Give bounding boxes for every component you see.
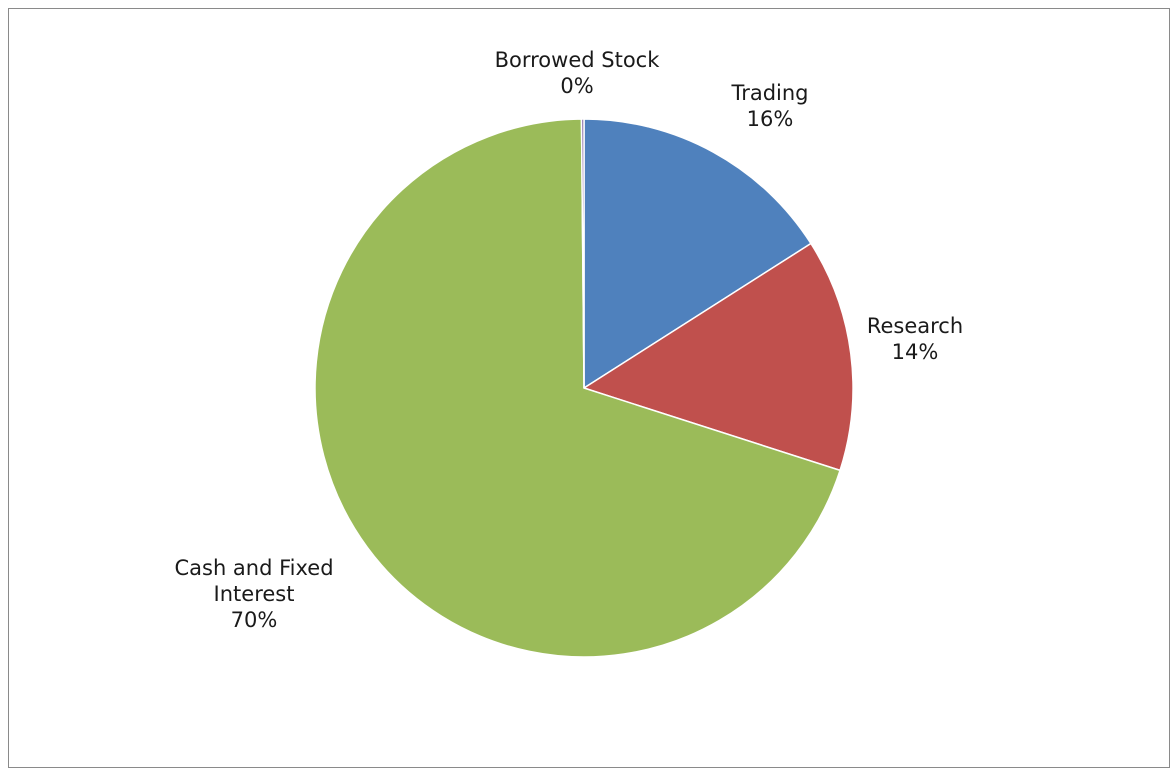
slice-cash-and-fixed-interest bbox=[314, 118, 841, 658]
data-label-line: 70% bbox=[231, 608, 278, 632]
data-label-cash-and-fixed-interest: Cash and Fixed Interest 70% bbox=[174, 556, 333, 632]
data-label-trading: Trading 16% bbox=[730, 81, 808, 131]
data-label-borrowed-stock: Borrowed Stock 0% bbox=[495, 48, 661, 98]
data-label-line: Cash and Fixed bbox=[174, 556, 333, 580]
data-label-research: Research 14% bbox=[867, 314, 963, 364]
data-label-line: 0% bbox=[560, 74, 593, 98]
slice-labels: Trading 16% Research 14% Cash and Fixed Inter… bbox=[174, 48, 963, 632]
slice-research bbox=[583, 242, 854, 472]
slice-borrowed-stock bbox=[580, 118, 585, 389]
slice-trading bbox=[583, 118, 812, 389]
data-label-line: 16% bbox=[747, 107, 794, 131]
pie-slices bbox=[314, 118, 854, 658]
data-label-line: Interest bbox=[214, 582, 295, 606]
data-label-line: Trading bbox=[730, 81, 808, 105]
data-label-line: Research bbox=[867, 314, 963, 338]
data-label-line: Borrowed Stock bbox=[495, 48, 661, 72]
data-label-line: 14% bbox=[892, 340, 939, 364]
